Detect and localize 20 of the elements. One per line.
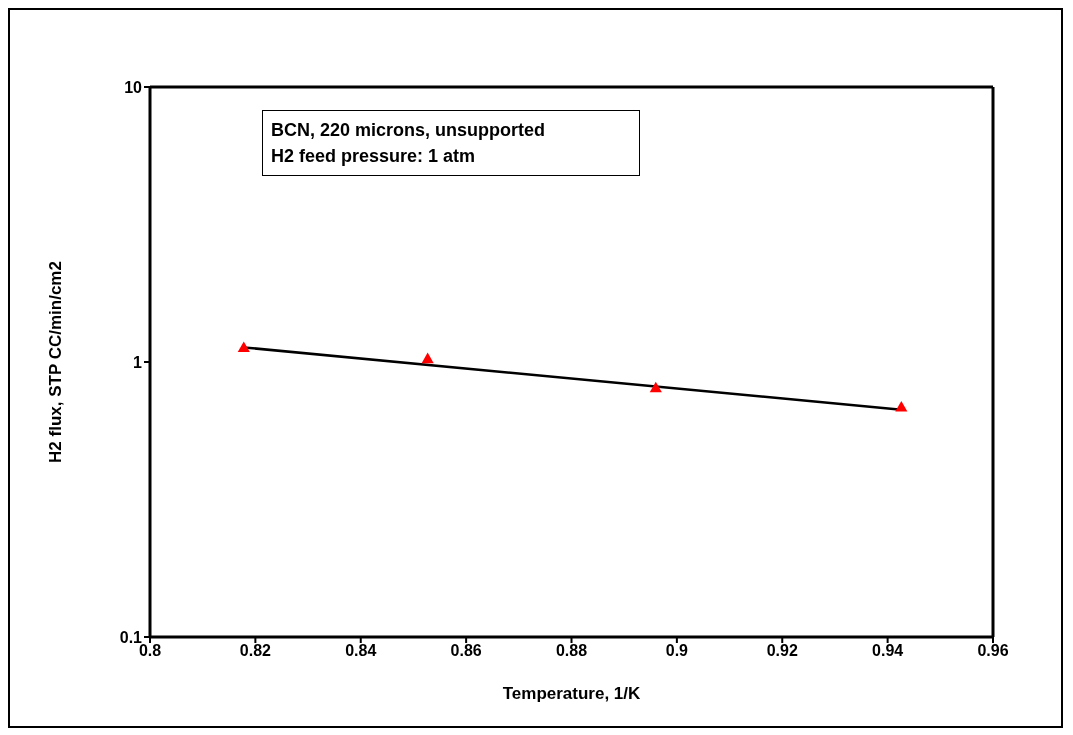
x-tick-label: 0.8 <box>138 642 162 660</box>
point <box>649 381 662 393</box>
note-box: BCN, 220 microns, unsupported H2 feed pressure: 1 atm <box>262 110 640 176</box>
y-tick-label: 1 <box>133 353 143 371</box>
x-tick-label: 0.92 <box>766 642 798 660</box>
point <box>421 352 434 364</box>
y-axis-title: H2 flux, STP CC/min/cm2 <box>46 261 66 463</box>
point <box>237 341 250 352</box>
annotation: H2 feed pressure: 1 atm <box>271 145 477 168</box>
x-tick-label: 0.94 <box>872 642 904 660</box>
annotation: BCN, 220 microns, unsupported <box>271 119 547 142</box>
x-tick-label: 0.96 <box>977 642 1009 660</box>
x-tick-label: 0.84 <box>345 642 377 660</box>
x-axis-title: Temperature, 1/K <box>502 684 642 703</box>
x-tick-label: 0.9 <box>665 642 689 660</box>
x-tick-label: 0.82 <box>239 642 272 660</box>
x-tick-label: 0.88 <box>555 642 588 660</box>
point <box>895 401 908 412</box>
y-tick-label: 10 <box>124 78 143 96</box>
x-tick-label: 0.86 <box>450 642 482 660</box>
